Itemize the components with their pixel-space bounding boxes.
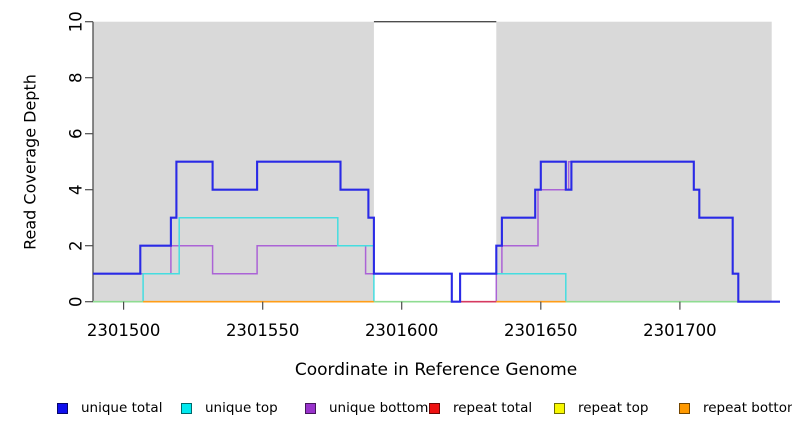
y-tick-label: 6 <box>67 128 86 139</box>
y-tick-label: 4 <box>67 184 86 195</box>
legend-swatch-unique-total <box>57 402 68 414</box>
legend-item-unique-bottom: unique bottom <box>305 398 428 418</box>
x-tick-label: 2301600 <box>365 321 439 340</box>
legend-item-unique-top: unique top <box>181 398 278 418</box>
legend-label: unique bottom <box>329 400 429 416</box>
x-tick-label: 2301700 <box>643 321 717 340</box>
legend-swatch-unique-bottom <box>305 402 316 414</box>
legend-swatch-repeat-bottom <box>679 402 690 414</box>
y-tick-label: 8 <box>67 72 86 83</box>
legend-label: unique top <box>205 400 278 416</box>
coverage-chart-canvas: 2301500 2301550 2301600 2301650 2301700 0 2 4 6 8… <box>67 11 780 340</box>
series-unique-top <box>93 216 780 303</box>
x-tick-label: 2301550 <box>226 321 300 340</box>
y-tick-label: 10 <box>67 11 86 32</box>
legend-label: repeat bottom <box>703 400 792 416</box>
legend: unique total unique top unique bottom repea… <box>0 398 792 422</box>
legend-label: repeat top <box>578 400 649 416</box>
x-tick-label: 2301500 <box>87 321 161 340</box>
x-axis-label: Coordinate in Reference Genome <box>294 360 578 380</box>
x-tick-label: 2301650 <box>504 321 578 340</box>
legend-item-repeat-top: repeat top <box>554 398 648 418</box>
legend-swatch-repeat-top <box>554 402 565 414</box>
legend-item-repeat-total: repeat total <box>429 398 532 418</box>
series-unique-total <box>93 160 780 303</box>
y-tick-label: 0 <box>67 296 86 307</box>
legend-item-unique-total: unique total <box>57 398 162 418</box>
legend-swatch-repeat-total <box>429 402 440 414</box>
y-tick-label: 2 <box>67 240 86 251</box>
legend-item-repeat-bottom: repeat bottom <box>679 398 792 418</box>
legend-label: unique total <box>81 400 163 416</box>
legend-swatch-unique-top <box>181 402 192 414</box>
legend-label: repeat total <box>453 400 533 416</box>
y-axis-label: Read Coverage Depth <box>20 74 40 250</box>
